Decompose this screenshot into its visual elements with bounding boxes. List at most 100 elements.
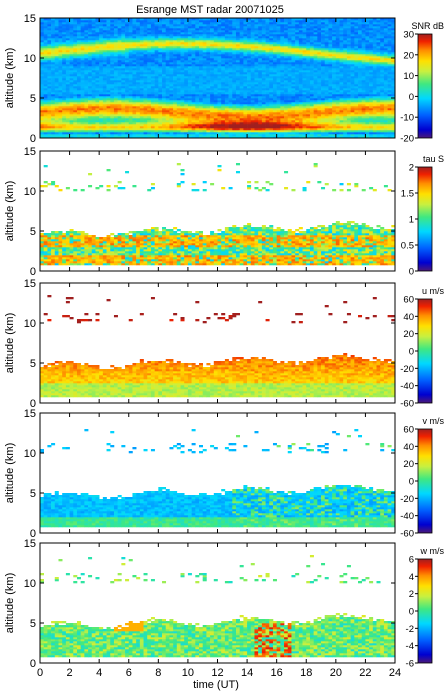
heatmap-cell (117, 54, 122, 57)
heatmap-cell (176, 46, 181, 49)
heatmap-cell (213, 124, 218, 127)
heatmap-cell (147, 122, 152, 125)
heatmap-cell (121, 128, 126, 131)
heatmap-cell (199, 28, 204, 31)
heatmap-cell (306, 60, 311, 63)
heatmap-cell (117, 26, 122, 29)
heatmap-cell (69, 126, 74, 129)
heatmap-cell (184, 54, 189, 57)
heatmap-cell (317, 100, 322, 103)
heatmap-cell (191, 38, 196, 41)
heatmap-cell (228, 28, 233, 31)
heatmap-cell (76, 124, 81, 127)
heatmap-cell (47, 134, 52, 137)
heatmap-cell (80, 116, 85, 119)
heatmap-cell (250, 124, 255, 127)
heatmap-cell (258, 86, 263, 89)
heatmap-cell (265, 100, 270, 103)
heatmap-cell (169, 72, 174, 75)
heatmap-cell (313, 18, 318, 21)
heatmap-cell (62, 22, 67, 25)
heatmap-cell (265, 60, 270, 63)
heatmap-cell (335, 86, 340, 89)
heatmap-cell (51, 42, 56, 45)
heatmap-cell (169, 118, 174, 121)
heatmap-cell (106, 46, 111, 49)
heatmap-cell (306, 24, 311, 27)
heatmap-cell (258, 120, 263, 123)
heatmap-cell (295, 116, 300, 119)
heatmap-cell (324, 24, 329, 27)
heatmap-cell (313, 112, 318, 115)
heatmap-cell (343, 126, 348, 129)
heatmap-cell (162, 100, 167, 103)
heatmap-cell (176, 94, 181, 97)
heatmap-cell (150, 40, 155, 43)
heatmap-cell (243, 52, 248, 55)
heatmap-cell (254, 106, 259, 109)
heatmap-cell (95, 122, 100, 125)
heatmap-cell (62, 94, 67, 97)
heatmap-cell (335, 72, 340, 75)
heatmap-cell (117, 118, 122, 121)
heatmap-cell (143, 46, 148, 49)
heatmap-cell (199, 66, 204, 69)
heatmap-cell (321, 60, 326, 63)
heatmap-cell (284, 58, 289, 61)
heatmap-cell (125, 24, 130, 27)
heatmap-cell (195, 66, 200, 69)
heatmap-cell (254, 18, 259, 21)
heatmap-cell (51, 104, 56, 107)
heatmap-cell (269, 126, 274, 129)
heatmap-cell (139, 110, 144, 113)
heatmap-cell (276, 130, 281, 133)
heatmap-cell (62, 64, 67, 67)
heatmap-cell (40, 88, 44, 91)
heatmap-cell (254, 130, 259, 133)
heatmap-cell (298, 120, 303, 123)
heatmap-cell (239, 112, 244, 115)
heatmap-cell (136, 124, 141, 127)
heatmap-cell (110, 18, 115, 21)
heatmap-cell (69, 18, 74, 21)
heatmap-cell (51, 98, 56, 101)
heatmap-cell (139, 66, 144, 69)
heatmap-cell (343, 34, 348, 37)
heatmap-cell (150, 98, 155, 101)
heatmap-cell (139, 50, 144, 53)
heatmap-cell (106, 88, 111, 91)
heatmap-cell (284, 84, 289, 87)
heatmap-cell (169, 98, 174, 101)
heatmap-cell (125, 106, 130, 109)
heatmap-cell (147, 82, 152, 85)
heatmap-cell (139, 114, 144, 117)
heatmap-cell (298, 32, 303, 35)
heatmap-cell (239, 130, 244, 133)
heatmap-cell (258, 64, 263, 67)
heatmap-cell (254, 112, 259, 115)
heatmap-cell (284, 64, 289, 67)
heatmap-cell (298, 52, 303, 55)
heatmap-cell (180, 86, 185, 89)
heatmap-cell (110, 30, 115, 33)
heatmap-cell (47, 86, 52, 89)
heatmap-cell (125, 74, 130, 77)
heatmap-cell (265, 34, 270, 37)
heatmap-cell (335, 96, 340, 99)
heatmap-cell (232, 86, 237, 89)
heatmap-cell (150, 128, 155, 131)
heatmap-cell (184, 110, 189, 113)
heatmap-cell (184, 28, 189, 31)
heatmap-cell (76, 90, 81, 93)
heatmap-cell (180, 114, 185, 117)
heatmap-cell (265, 66, 270, 69)
heatmap-cell (195, 30, 200, 33)
heatmap-cell (51, 28, 56, 31)
heatmap-cell (195, 62, 200, 65)
heatmap-cell (302, 126, 307, 129)
heatmap-cell (162, 128, 167, 131)
heatmap-cell (313, 90, 318, 93)
heatmap-cell (143, 20, 148, 23)
heatmap-cell (76, 38, 81, 41)
heatmap-cell (187, 72, 192, 75)
